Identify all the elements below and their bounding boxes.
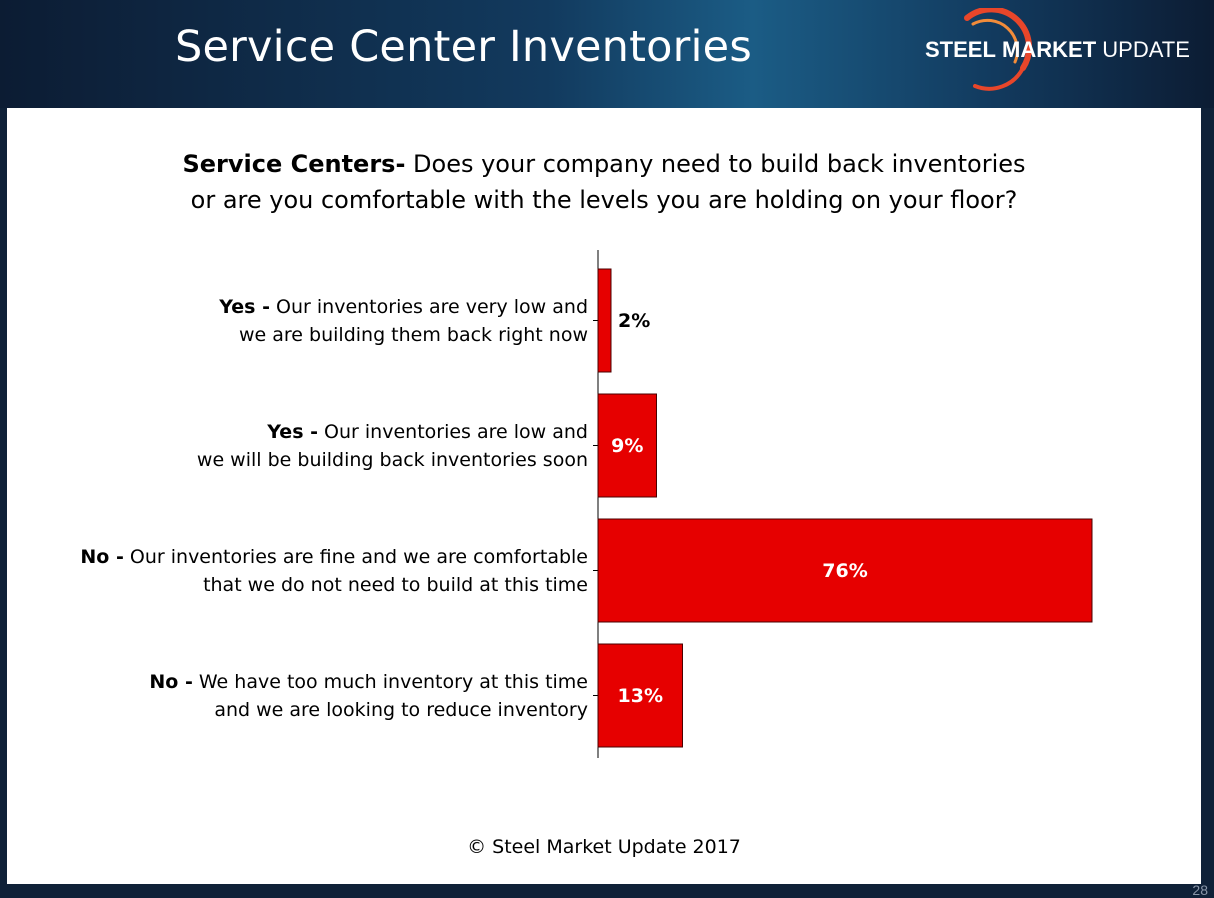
data-label-1: 2% — [618, 309, 651, 332]
bar-4 — [597, 643, 683, 748]
survey-question: Service Centers- Does your company need … — [7, 146, 1201, 218]
logo-word-steel: STEEL — [925, 37, 996, 62]
slide-title: Service Center Inventories — [175, 22, 752, 72]
data-label-4: 13% — [617, 684, 663, 707]
category-label-answer: No - — [80, 545, 124, 568]
question-line-2: or are you comfortable with the levels y… — [190, 186, 1018, 214]
category-label-answer: Yes - — [267, 420, 319, 443]
steel-market-update-logo: STEEL MARKET UPDATE — [925, 8, 1210, 92]
copyright-text: © Steel Market Update 2017 — [467, 836, 741, 858]
bar-chart — [593, 250, 1093, 758]
question-bold: Service Centers- — [182, 150, 406, 178]
category-label-line-1: No - Our inventories are fine and we are… — [80, 543, 588, 571]
category-label-text: Our inventories are fine and we are comf… — [123, 545, 588, 568]
logo-swoosh-icon — [964, 8, 1033, 91]
category-label-1: Yes - Our inventories are very low and we… — [219, 293, 588, 349]
category-label-text: Our inventories are low and — [318, 420, 588, 443]
category-label-line-2: that we do not need to build at this tim… — [203, 573, 588, 596]
question-line-1-rest: Does your company need to build back inv… — [405, 150, 1026, 178]
data-label-2: 9% — [611, 434, 644, 457]
data-label-3: 76% — [822, 559, 868, 582]
category-label-line-1: Yes - Our inventories are very low and — [219, 293, 588, 321]
question-line-1: Service Centers- Does your company need … — [7, 146, 1201, 182]
category-label-line-1: No - We have too much inventory at this … — [149, 668, 588, 696]
logo-word-update: UPDATE — [1102, 37, 1190, 62]
logo-wordmark: STEEL MARKET UPDATE — [925, 37, 1190, 63]
category-label-answer: Yes - — [219, 295, 270, 318]
bar-3 — [597, 518, 1093, 623]
category-label-line-2: we will be building back inventories soo… — [196, 448, 588, 471]
category-label-line-1: Yes - Our inventories are low and — [197, 418, 588, 446]
content-panel: Service Centers- Does your company need … — [7, 108, 1201, 884]
category-label-3: No - Our inventories are fine and we are… — [80, 543, 588, 599]
category-label-line-2: and we are looking to reduce inventory — [214, 698, 588, 721]
category-label-2: Yes - Our inventories are low and we will… — [197, 418, 588, 474]
bar-1 — [597, 268, 612, 373]
category-label-4: No - We have too much inventory at this … — [149, 668, 588, 724]
category-label-text: Our inventories are very low and — [270, 295, 588, 318]
slide-header: Service Center Inventories STEEL MARKET … — [0, 0, 1214, 108]
category-label-answer: No - — [149, 670, 193, 693]
bar-2 — [597, 393, 657, 498]
category-label-line-2: we are building them back right now — [239, 323, 588, 346]
logo-word-market: MARKET — [1002, 37, 1097, 62]
category-label-text: We have too much inventory at this time — [192, 670, 588, 693]
page-number: 28 — [1192, 882, 1208, 898]
